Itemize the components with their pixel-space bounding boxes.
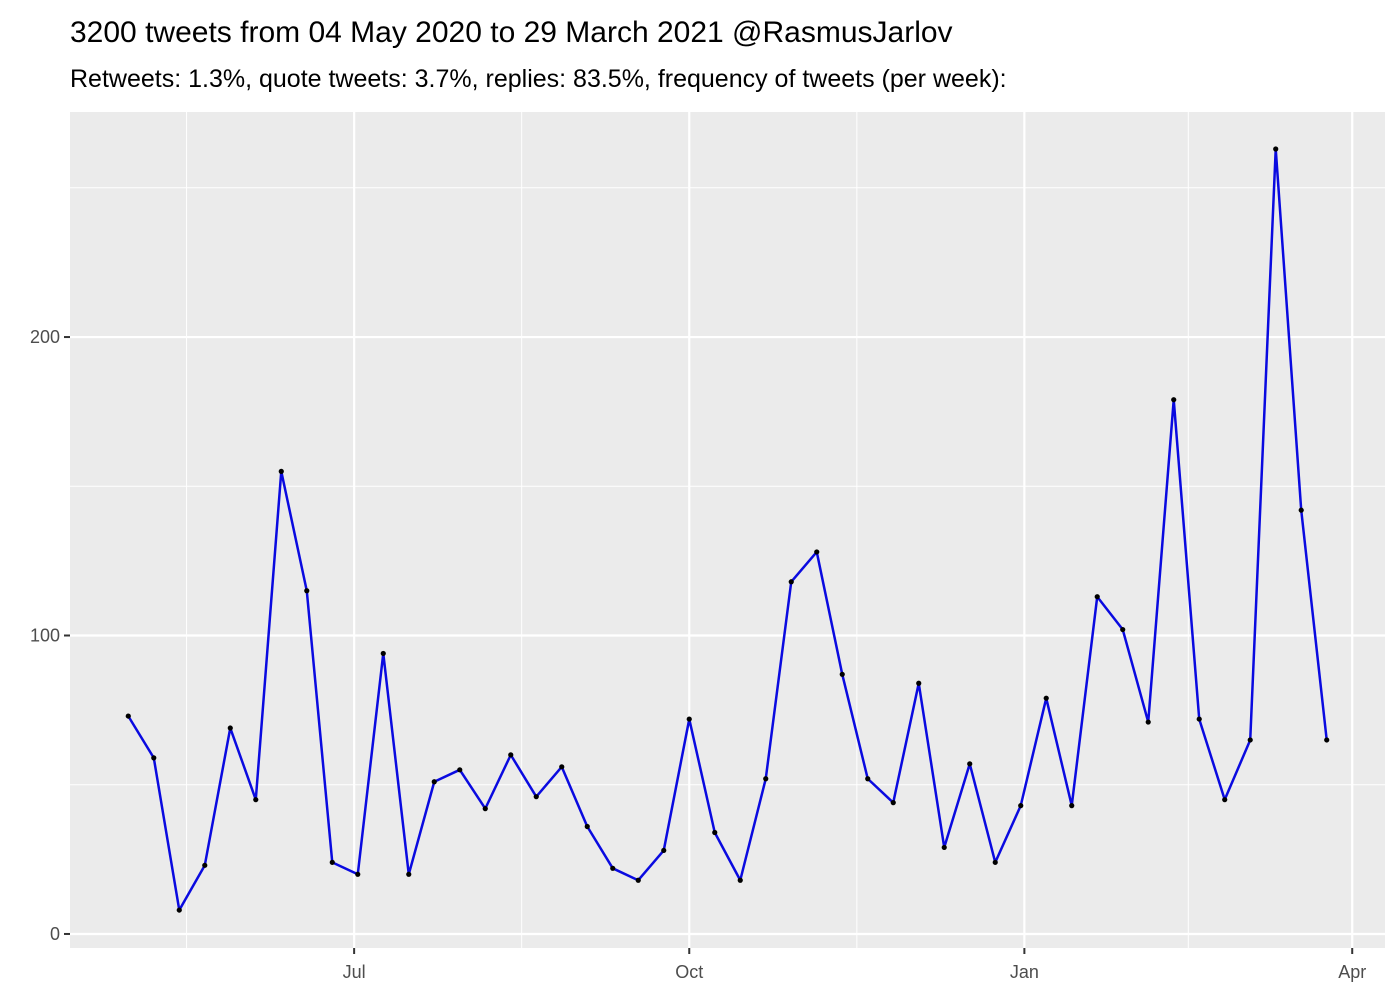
point: [1324, 737, 1330, 743]
point: [916, 680, 922, 686]
point: [890, 800, 896, 806]
point: [125, 713, 131, 719]
point: [712, 829, 718, 836]
plot-background: [70, 112, 1385, 948]
point: [329, 859, 335, 865]
point: [278, 468, 284, 474]
point: [1069, 803, 1075, 809]
point: [686, 716, 692, 722]
point: [610, 865, 616, 871]
point: [1018, 803, 1024, 809]
point: [763, 776, 769, 782]
point: [788, 579, 794, 585]
point: [635, 877, 641, 883]
point: [1222, 797, 1228, 803]
point: [559, 764, 565, 770]
chart-subtitle: Retweets: 1.3%, quote tweets: 3.7%, repl…: [70, 65, 1007, 93]
point: [1273, 146, 1279, 152]
x-tick-label: Jan: [1010, 962, 1039, 982]
point: [304, 588, 310, 594]
point: [355, 871, 361, 877]
point: [584, 823, 590, 830]
point: [941, 844, 947, 851]
y-tick-label: 0: [50, 924, 60, 944]
point: [1043, 695, 1049, 701]
point: [202, 862, 208, 868]
line: [127, 147, 1328, 912]
point: [1247, 737, 1253, 743]
point: [1298, 507, 1304, 513]
point: [992, 859, 998, 865]
point: [967, 761, 973, 767]
point: [151, 755, 157, 761]
point: [661, 847, 667, 854]
point: [482, 806, 488, 812]
point: [839, 671, 845, 677]
point: [1196, 716, 1202, 722]
point: [176, 907, 182, 913]
point: [253, 797, 259, 803]
point: [533, 794, 539, 800]
point: [406, 871, 412, 877]
x-tick-label: Apr: [1338, 962, 1366, 982]
point: [227, 725, 233, 731]
point: [737, 877, 743, 883]
y-tick-label: 100: [30, 626, 60, 646]
point: [508, 752, 514, 758]
x-tick-label: Jul: [343, 962, 366, 982]
point: [1120, 626, 1126, 633]
point: [457, 767, 463, 773]
point: [1094, 594, 1100, 600]
point: [865, 776, 871, 782]
point: [1145, 719, 1151, 725]
point: [814, 549, 820, 555]
x-tick-label: Oct: [675, 962, 703, 982]
point: [1171, 397, 1177, 403]
chart-title: 3200 tweets from 04 May 2020 to 29 March…: [70, 16, 953, 49]
point: [431, 779, 437, 785]
point: [380, 650, 386, 657]
y-tick-label: 200: [30, 327, 60, 347]
